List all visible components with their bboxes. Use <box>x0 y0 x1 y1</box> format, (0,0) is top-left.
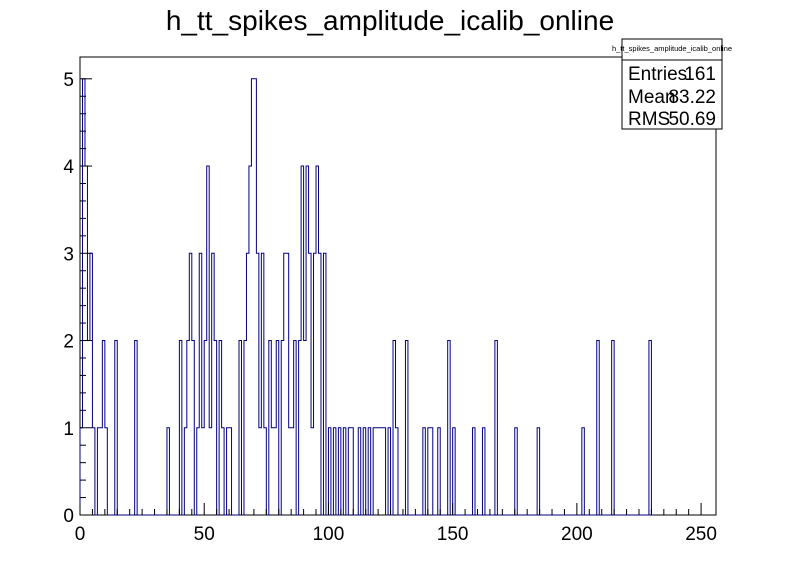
stats-entries-label: Entries <box>628 64 687 85</box>
y-tick-label: 0 <box>63 506 74 527</box>
y-axis: 0 1 2 3 4 5 <box>63 70 92 527</box>
chart-title: h_tt_spikes_amplitude_icalib_online <box>166 5 614 36</box>
stats-rms-label: RMS <box>628 109 670 130</box>
x-tick-label: 100 <box>313 524 345 545</box>
x-axis: 0 50 100 150 200 250 <box>75 503 717 545</box>
x-tick-label: 0 <box>75 524 86 545</box>
y-tick-label: 1 <box>63 419 74 440</box>
x-tick-label: 150 <box>437 524 469 545</box>
stats-mean-value: 83.22 <box>668 87 716 108</box>
y-tick-label: 5 <box>63 70 74 91</box>
x-tick-label: 250 <box>685 524 717 545</box>
y-tick-label: 3 <box>63 244 74 265</box>
stats-rms-value: 50.69 <box>668 109 716 130</box>
y-tick-label: 2 <box>63 332 74 353</box>
stats-box-title: h_tt_spikes_amplitude_icalib_online <box>612 44 732 53</box>
histogram-line <box>79 78 654 516</box>
x-tick-label: 50 <box>194 524 215 545</box>
y-tick-label: 4 <box>63 157 74 178</box>
stats-box: h_tt_spikes_amplitude_icalib_online Entr… <box>612 38 732 130</box>
stats-box-frame <box>621 38 723 130</box>
stats-entries-value: 161 <box>684 64 716 85</box>
histogram-series <box>79 78 654 516</box>
stats-mean-label: Mean <box>628 87 676 108</box>
x-tick-label: 200 <box>561 524 593 545</box>
